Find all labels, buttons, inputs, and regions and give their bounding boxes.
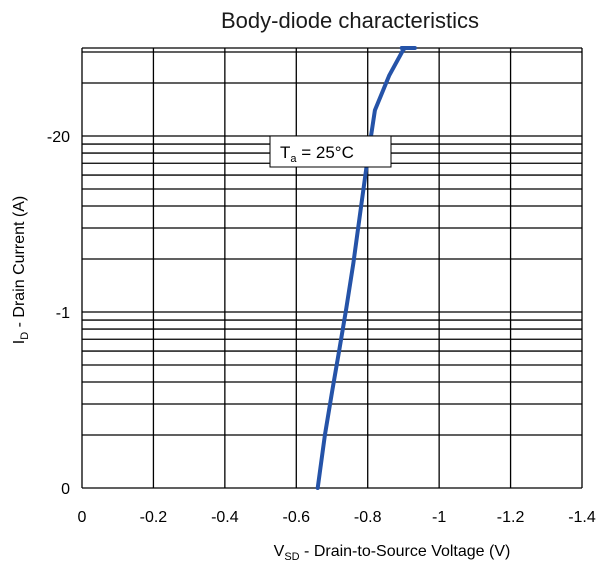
x-tick-label: -0.4	[211, 509, 239, 526]
x-tick-label: -0.6	[282, 509, 310, 526]
y-tick-label: -20	[47, 129, 70, 146]
y-axis-label: ID - Drain Current (A)	[11, 196, 31, 344]
x-tick-label: 0	[78, 509, 87, 526]
x-tick-labels: 0 -0.2 -0.4 -0.6 -0.8 -1 -1.2 -1.4	[78, 509, 596, 526]
series-line	[315, 46, 417, 490]
x-axis-label: VSD - Drain-to-Source Voltage (V)	[274, 543, 511, 563]
y-tick-label: 0	[61, 481, 70, 498]
x-tick-label: -0.8	[354, 509, 382, 526]
y-tick-label: -1	[56, 305, 70, 322]
x-tick-label: -0.2	[140, 509, 168, 526]
temperature-annotation: Ta = 25°C	[280, 143, 354, 165]
chart-title: Body-diode characteristics	[221, 8, 479, 33]
x-tick-label: -1	[432, 509, 446, 526]
x-tick-label: -1.2	[497, 509, 525, 526]
grid	[81, 47, 583, 489]
y-tick-labels: 0 -1 -20	[47, 129, 70, 498]
x-tick-label: -1.4	[568, 509, 596, 526]
temperature-annotation-box	[269, 135, 392, 168]
